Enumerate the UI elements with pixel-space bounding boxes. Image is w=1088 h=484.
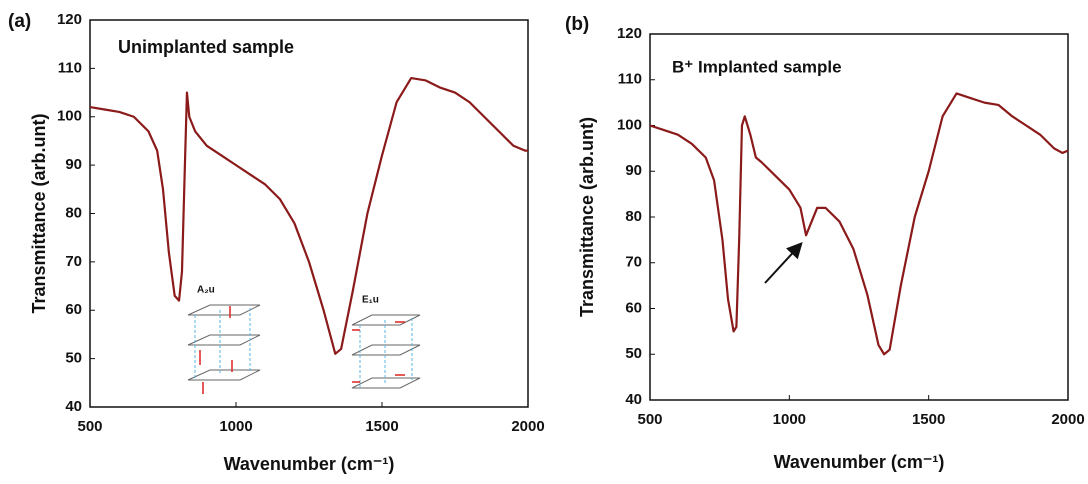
annotation: Unimplanted sample [118, 37, 294, 57]
panel-label: (b) [565, 14, 589, 35]
arrow [764, 242, 803, 284]
y-tick-label: 70 [625, 254, 642, 271]
y-tick-label: 90 [65, 156, 82, 173]
inset-b [351, 314, 421, 389]
y-tick-label: 120 [617, 25, 642, 42]
y-tick-label: 80 [65, 204, 82, 221]
y-tick-label: 50 [65, 350, 82, 367]
spectrum-line [89, 76, 528, 355]
x-axis-label: Wavenumber (cm⁻¹) [224, 454, 395, 474]
y-tick-label: 50 [625, 345, 642, 362]
x-tick-label: 2000 [511, 418, 544, 435]
y-tick-label: 120 [57, 11, 82, 28]
x-tick-label: 500 [77, 418, 102, 435]
plot-frame [89, 19, 529, 408]
y-tick-label: 70 [65, 253, 82, 270]
y-tick-label: 40 [65, 398, 82, 415]
y-axis-label: Transmittance (arb.unt) [577, 117, 597, 317]
annotation: A₂u [197, 285, 215, 296]
y-tick-label: 100 [617, 116, 642, 133]
y-tick-label: 60 [625, 299, 642, 316]
plot-frame [649, 33, 1069, 401]
y-tick-label: 80 [625, 208, 642, 225]
x-tick-label: 1500 [912, 411, 945, 428]
x-axis-label: Wavenumber (cm⁻¹) [774, 452, 945, 472]
x-tick-label: 2000 [1051, 411, 1084, 428]
x-tick-label: 1000 [773, 411, 806, 428]
y-tick-label: 110 [618, 71, 642, 88]
inset-a [187, 304, 261, 394]
x-tick-label: 1000 [219, 418, 252, 435]
spectrum-line [649, 92, 1069, 356]
x-tick-label: 1500 [365, 418, 398, 435]
panel-label: (a) [8, 11, 31, 32]
y-tick-label: 40 [625, 391, 642, 408]
y-tick-label: 60 [65, 301, 82, 318]
x-tick-label: 500 [637, 411, 662, 428]
annotation: E₁u [362, 295, 379, 306]
y-tick-label: 90 [625, 162, 642, 179]
y-tick-label: 110 [58, 59, 82, 76]
annotation: B⁺ Implanted sample [672, 57, 842, 76]
y-tick-label: 100 [57, 108, 82, 125]
y-axis-label: Transmittance (arb.unt) [29, 113, 49, 313]
